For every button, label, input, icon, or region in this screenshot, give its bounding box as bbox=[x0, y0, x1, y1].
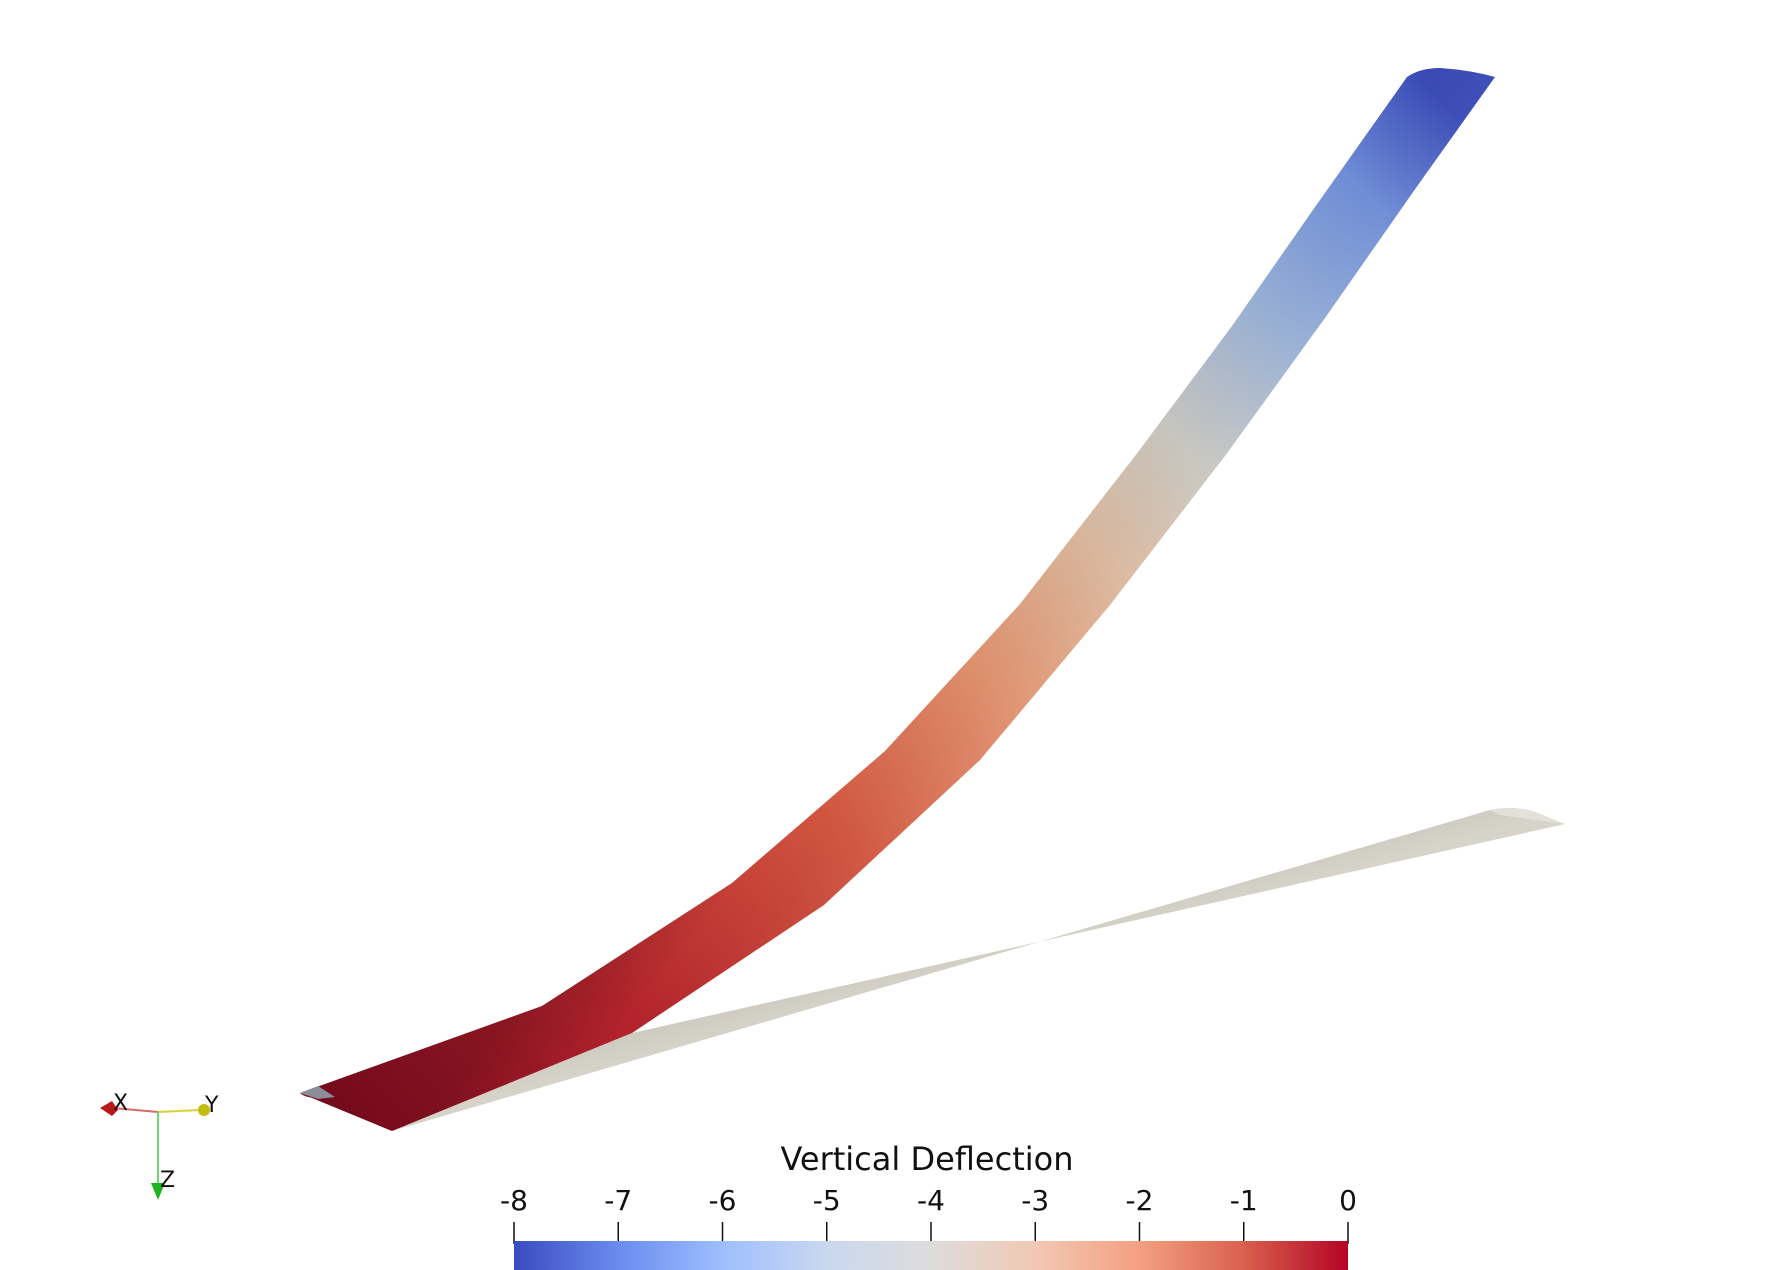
deformed-wing-root-cap bbox=[300, 1086, 335, 1099]
x-axis-line bbox=[111, 1107, 159, 1113]
undeformed-wing-surface bbox=[392, 808, 1565, 1131]
y-axis-label: Y bbox=[204, 1093, 219, 1118]
colorbar-ticks: -8 -7 -6 -5 -4 -3 -2 -1 0 bbox=[500, 1184, 1357, 1244]
y-axis-line bbox=[157, 1109, 201, 1113]
colorbar-tick-label: 0 bbox=[1339, 1184, 1357, 1217]
colorbar-tick-label: -2 bbox=[1126, 1184, 1154, 1217]
colorbar-tick-label: -5 bbox=[813, 1184, 841, 1217]
colorbar-tick-label: -8 bbox=[500, 1184, 528, 1217]
deformed-wing bbox=[300, 68, 1495, 1131]
y-axis-arrowhead-icon bbox=[198, 1104, 210, 1116]
colorbar: Vertical Deflection -8 -7 -6 -5 -4 -3 -2 -1 0 bbox=[500, 1140, 1357, 1270]
colorbar-tick-label: -7 bbox=[604, 1184, 632, 1217]
x-axis-label: X bbox=[113, 1091, 128, 1116]
orientation-axes: X Y Z bbox=[100, 1091, 219, 1200]
x-axis-arrowhead-icon bbox=[100, 1101, 118, 1116]
colorbar-tick-label: -3 bbox=[1021, 1184, 1049, 1217]
colorbar-gradient-bar bbox=[514, 1241, 1348, 1270]
deformed-wing-root-edge bbox=[300, 1093, 392, 1131]
undeformed-wing bbox=[392, 808, 1565, 1131]
colorbar-title: Vertical Deflection bbox=[780, 1140, 1073, 1178]
colorbar-tick-label: -1 bbox=[1230, 1184, 1258, 1217]
z-axis-arrowhead-icon bbox=[151, 1183, 165, 1200]
deformed-wing-shading bbox=[300, 68, 1495, 1131]
colorbar-tick-label: -4 bbox=[917, 1184, 945, 1217]
colorbar-tick-label: -6 bbox=[709, 1184, 737, 1217]
z-axis-label: Z bbox=[160, 1168, 175, 1193]
undeformed-wing-tip bbox=[1490, 808, 1565, 824]
